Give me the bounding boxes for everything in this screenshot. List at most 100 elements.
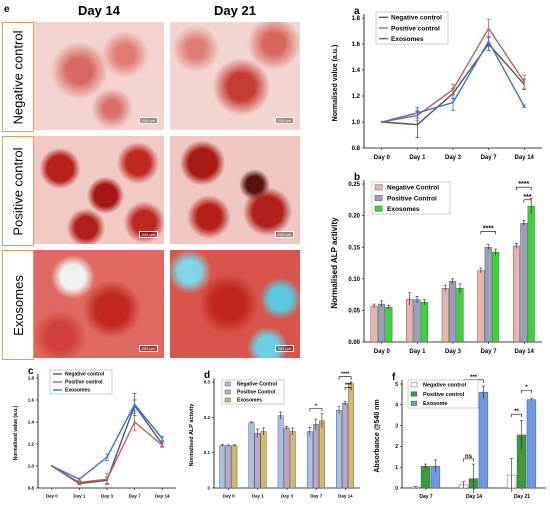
- legend-label: Exosomes: [387, 206, 420, 213]
- bar: [225, 445, 232, 489]
- y-axis-label: Normalised ALP activity: [189, 403, 195, 467]
- y-tick-label: 0.8: [352, 146, 361, 152]
- x-tick-label: Day 1: [73, 494, 86, 499]
- legend-label: Positive control: [391, 25, 440, 32]
- column-header-day21: Day 21: [214, 3, 256, 18]
- scale-bar: 200 µm: [138, 231, 158, 238]
- bar: [478, 392, 489, 489]
- y-tick-label: 4: [395, 403, 398, 409]
- micrograph-positive-day21: 200 µm: [170, 136, 300, 244]
- chart-b: b 0.00 0.05 0.10 0.15 0.20 0.25 Day 0 Day 1 Day 3…: [330, 172, 542, 355]
- bar: [289, 431, 296, 489]
- y-tick-label: 1.0: [352, 120, 361, 126]
- y-tick-label: 0.25: [348, 182, 360, 188]
- panel-letter-d: d: [204, 370, 210, 381]
- x-tick-label: Day 14: [515, 155, 535, 161]
- panel-letter-e: e: [4, 4, 10, 15]
- bar: [449, 281, 457, 343]
- y-axis-label: Absorbance @540 nm: [374, 399, 381, 472]
- y-tick-label: 1.4: [352, 68, 361, 74]
- y-tick-label: 1.2: [352, 94, 361, 100]
- data-point: [416, 112, 419, 114]
- bar: [348, 383, 355, 489]
- data-point: [487, 27, 490, 30]
- bar: [254, 433, 261, 489]
- legend-swatch: [224, 397, 231, 403]
- legend-label: Positive Control: [387, 195, 437, 202]
- bar: [248, 422, 255, 489]
- x-tick-label: Day 7: [481, 155, 498, 161]
- significance-bracket: [511, 413, 522, 418]
- significance-bracket: [523, 199, 532, 203]
- y-tick-label: 1.8: [28, 376, 35, 381]
- y-tick-label: 1.0: [28, 464, 35, 469]
- data-point: [50, 465, 53, 467]
- micrograph-exosomes-day21: 200 µm: [170, 250, 300, 358]
- row-label-exosomes: Exosomes: [2, 250, 34, 360]
- bar: [370, 305, 378, 343]
- legend-box: [221, 379, 285, 405]
- series-line: [51, 403, 163, 481]
- scale-bar: 200 µm: [274, 345, 294, 352]
- legend-label: Exosome: [423, 401, 447, 407]
- y-tick-label: 1.8: [352, 16, 361, 22]
- row-label-positive-control: Positive control: [2, 136, 34, 246]
- significance-label: ****: [483, 225, 494, 232]
- legend-swatch: [410, 391, 418, 397]
- bar: [526, 399, 537, 489]
- significance-bracket: [480, 231, 496, 235]
- y-tick-label: 0.10: [348, 277, 360, 283]
- scale-bar: 200 µm: [138, 345, 158, 352]
- row-label-text: Positive control: [10, 146, 26, 236]
- data-point: [78, 481, 81, 484]
- legend-swatch: [374, 184, 383, 191]
- data-point: [133, 421, 136, 423]
- bar: [406, 298, 414, 343]
- legend-swatch: [224, 389, 231, 395]
- y-tick-label: 0.15: [348, 245, 360, 251]
- panel-letter-a: a: [354, 6, 360, 17]
- bar: [342, 403, 349, 489]
- legend-swatch: [410, 382, 418, 388]
- y-tick-label: 5: [395, 382, 398, 388]
- scale-bar: 200 µm: [274, 117, 294, 124]
- x-tick-label: Day 21: [514, 494, 530, 500]
- legend-label: Negative control: [423, 383, 467, 389]
- panel-letter-c: c: [28, 366, 34, 377]
- y-tick-label: 0.05: [348, 309, 360, 315]
- data-point: [380, 121, 383, 123]
- bar: [385, 307, 393, 343]
- bar: [527, 205, 535, 343]
- scale-bar: 200 µm: [274, 231, 294, 238]
- x-tick-label: Day 3: [281, 494, 294, 499]
- column-header-day14: Day 14: [78, 3, 120, 18]
- bar: [420, 301, 428, 343]
- x-tick-label: Day 1: [252, 494, 265, 499]
- significance-label: ns: [465, 454, 473, 460]
- significance-label: *: [525, 385, 528, 391]
- bar: [336, 410, 342, 489]
- x-tick-label: Day 0: [374, 349, 391, 355]
- bar: [477, 270, 485, 343]
- legend-label: Positive Control: [237, 390, 276, 396]
- bar: [456, 288, 464, 343]
- legend-swatch: [410, 400, 418, 406]
- significance-bracket: [463, 458, 474, 462]
- significance-label: ***: [345, 382, 352, 388]
- legend-label: Positive control: [423, 392, 465, 398]
- bar: [319, 420, 325, 489]
- y-tick-label: 0.8: [28, 486, 35, 491]
- chart-c: c 0.8 1.0 1.2 1.4 1.6 1.8 Day 0 Day 1 Day 3 Day 7 D…: [13, 366, 176, 499]
- legend-label: Negative control: [65, 372, 105, 378]
- significance-bracket: [338, 376, 352, 380]
- y-tick-label: 0: [207, 486, 210, 491]
- bar: [512, 245, 520, 343]
- data-point: [133, 403, 136, 406]
- y-tick-label: 0.2: [204, 415, 211, 420]
- panel-letter-f: f: [392, 372, 396, 383]
- x-tick-label: Day 7: [310, 494, 323, 499]
- x-tick-label: Day 1: [409, 349, 426, 355]
- y-tick-label: 0.3: [204, 380, 211, 385]
- x-tick-label: Day 14: [515, 349, 535, 355]
